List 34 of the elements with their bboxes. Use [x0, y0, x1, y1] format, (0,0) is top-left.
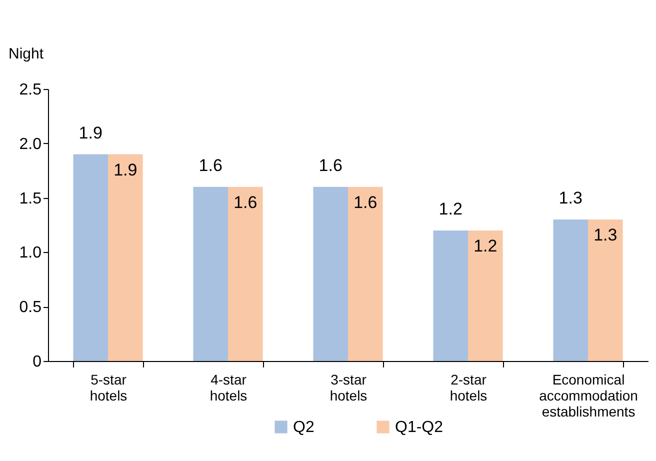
data-label: 1.2 — [474, 236, 498, 256]
bar — [228, 186, 263, 361]
bar — [313, 186, 348, 361]
bar — [348, 186, 383, 361]
y-tick-label: 1.0 — [19, 244, 42, 262]
data-label: 1.6 — [318, 156, 342, 175]
y-tick-label: 2.5 — [19, 82, 42, 98]
bar — [108, 154, 143, 361]
bar — [588, 220, 623, 361]
data-label: 1.9 — [114, 160, 138, 180]
data-label: 1.6 — [198, 156, 222, 175]
bar — [193, 186, 228, 361]
x-tick-label: 2-star hotels — [450, 372, 488, 404]
data-label: 1.2 — [438, 199, 462, 218]
x-tick-label: 3-star hotels — [330, 372, 368, 404]
data-label: 1.6 — [234, 192, 258, 212]
y-tick-label: 1.5 — [19, 190, 42, 208]
data-label: 1.3 — [558, 188, 582, 208]
y-tick-label: 0.5 — [19, 299, 42, 316]
y-tick-label: 0 — [32, 354, 42, 370]
bar — [433, 230, 468, 361]
data-label: 1.3 — [594, 226, 618, 245]
y-tick-label: 2.0 — [19, 136, 42, 153]
y-axis-title: Night — [8, 46, 44, 62]
bar — [468, 230, 503, 361]
bar — [73, 154, 108, 361]
x-tick-label: 4-star hotels — [210, 372, 248, 404]
bar — [553, 220, 588, 361]
x-tick-label: Economical accommodation establishments — [539, 372, 638, 420]
x-tick-label: 5-star hotels — [90, 372, 128, 404]
legend-label: Q1-Q2 — [395, 419, 444, 436]
data-label: 1.6 — [354, 192, 378, 212]
data-label: 1.9 — [78, 123, 102, 142]
legend-label: Q2 — [293, 419, 314, 436]
